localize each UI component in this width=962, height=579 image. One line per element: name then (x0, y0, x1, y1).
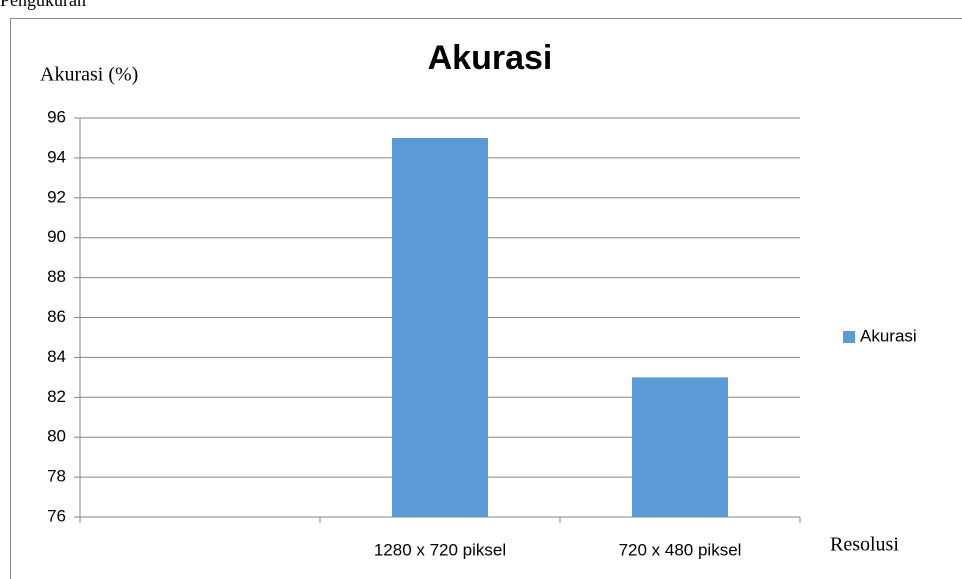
y-tick-label: 82 (47, 387, 66, 406)
legend-swatch (843, 331, 855, 343)
y-tick-label: 80 (47, 427, 66, 446)
page-heading: Pengukuran (0, 0, 86, 10)
chart-border (10, 18, 962, 579)
y-tick-label: 76 (47, 506, 66, 525)
bar (392, 137, 488, 517)
chart-title: Akurasi (428, 39, 553, 77)
x-axis-label: Resolusi (830, 534, 899, 556)
bar (632, 377, 728, 517)
y-tick-label: 92 (47, 187, 66, 206)
y-tick-label: 86 (47, 307, 66, 326)
y-tick-label: 94 (47, 147, 66, 166)
x-tick-label: 720 x 480 piksel (619, 540, 742, 559)
y-tick-label: 90 (47, 227, 66, 246)
legend-label: Akurasi (860, 326, 917, 345)
x-tick-label: 1280 x 720 piksel (374, 540, 506, 559)
y-tick-label: 84 (47, 347, 66, 366)
y-tick-label: 78 (47, 467, 66, 486)
y-tick-label: 96 (47, 107, 66, 126)
y-axis-label: Akurasi (%) (40, 64, 138, 86)
y-tick-label: 88 (47, 267, 66, 286)
